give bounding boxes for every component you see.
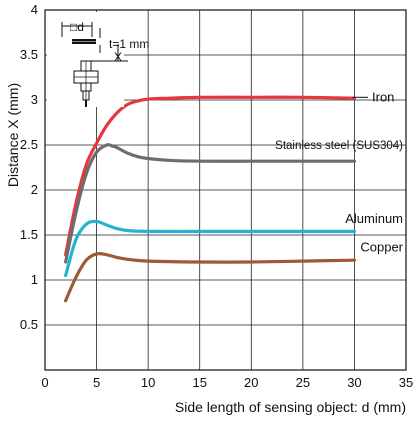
series-layer — [64, 95, 357, 303]
x-axis-label: Side length of sensing object: d (mm) — [175, 399, 406, 415]
x-tick-label: 0 — [41, 375, 48, 390]
y-tick-label: 3.5 — [20, 47, 38, 62]
y-tick-label: 3 — [31, 92, 38, 107]
label-layer: Iron Stainless steel (SUS304) Aluminum Copp… — [275, 89, 404, 254]
series-line-aluminum — [64, 219, 357, 278]
series-line-copper — [64, 251, 357, 303]
x-tick-label: 20 — [244, 375, 258, 390]
y-axis-label: Distance X (mm) — [5, 83, 21, 187]
inset-d-label: □d — [70, 20, 84, 34]
series-label-aluminum: Aluminum — [345, 211, 403, 226]
y-tick-label: 1 — [31, 272, 38, 287]
y-tick-label: 1.5 — [20, 227, 38, 242]
series-label-iron: Iron — [372, 89, 394, 104]
inset-thickness-label: t=1 mm — [109, 37, 149, 51]
series-line-stainless-steel-sus304 — [64, 143, 357, 264]
x-tick-label: 15 — [192, 375, 206, 390]
x-tick-label: 35 — [399, 375, 413, 390]
y-tick-label: 2 — [31, 182, 38, 197]
x-tick-label: 10 — [141, 375, 155, 390]
plot-frame — [44, 9, 407, 371]
series-label-copper: Copper — [360, 240, 403, 255]
x-tick-label: 30 — [347, 375, 361, 390]
axes-layer: 0 5 10 15 20 25 30 35 0.5 1 1.5 2 2.5 3 3.5 4 Side lengt… — [5, 2, 413, 415]
x-tick-label: 25 — [296, 375, 310, 390]
series-line-iron — [64, 95, 357, 257]
y-tick-label: 0.5 — [20, 317, 38, 332]
y-tick-label: 2.5 — [20, 137, 38, 152]
series-label-stainless-steel-sus304: Stainless steel (SUS304) — [275, 140, 403, 152]
inset-x-label: X — [114, 50, 122, 64]
x-tick-label: 5 — [93, 375, 100, 390]
inset-diagram: □d t=1 mmX — [47, 12, 149, 107]
y-tick-label: 4 — [31, 2, 38, 17]
